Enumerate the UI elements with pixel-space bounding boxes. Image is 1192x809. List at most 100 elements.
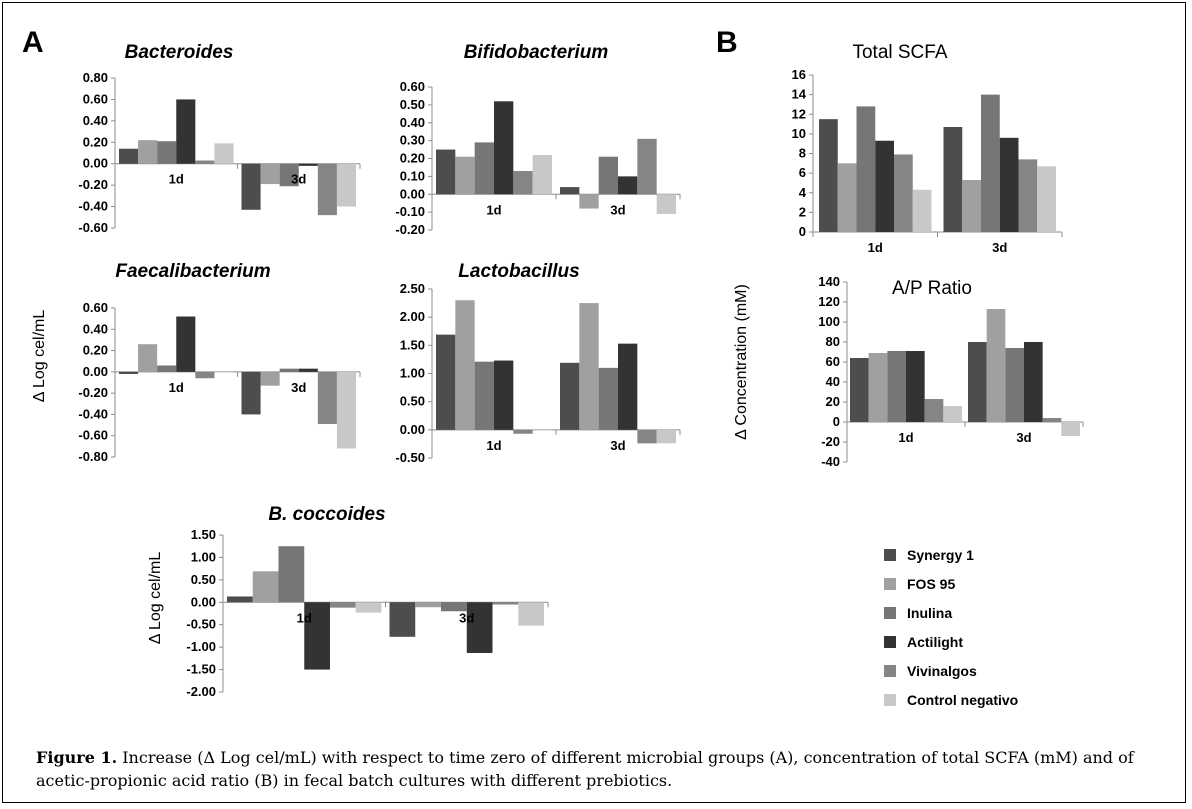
bar-control-negativo-3d: [1037, 166, 1056, 232]
bar-inulina-1d: [474, 361, 494, 430]
x-category-label: 3d: [459, 610, 474, 625]
y-tick-label: 0.60: [400, 79, 425, 94]
bar-actilight-1d: [906, 351, 925, 422]
x-category-label: 1d: [297, 610, 312, 625]
y-tick-label: 2.00: [400, 309, 425, 324]
bar-synergy-1-1d: [436, 334, 456, 430]
bar-actilight-1d: [494, 101, 514, 195]
y-tick-label: 1.50: [400, 337, 425, 352]
bar-vivinalgos-3d: [317, 371, 337, 425]
y-tick-label: 60: [826, 354, 840, 369]
y-tick-label: 0.00: [83, 156, 108, 171]
bar-control-negativo-1d: [912, 189, 932, 232]
bar-actilight-3d: [999, 137, 1019, 232]
bar-synergy-1-3d: [968, 342, 987, 422]
x-category-label: 3d: [1016, 430, 1031, 445]
y-tick-label: -20: [821, 434, 840, 449]
y-tick-label: 12: [792, 106, 806, 121]
caption-label: Figure 1.: [36, 748, 118, 767]
y-tick-label: 0.00: [191, 594, 216, 609]
bar-synergy-1-1d: [227, 596, 253, 603]
x-category-label: 3d: [610, 438, 625, 453]
x-category-label: 1d: [486, 202, 501, 217]
bar-actilight-1d: [494, 360, 514, 430]
bar-inulina-1d: [887, 351, 906, 422]
figure-caption: Figure 1. Increase (Δ Log cel/mL) with r…: [36, 746, 1156, 792]
y-tick-label: 14: [792, 87, 807, 102]
bar-control-negativo-3d: [518, 602, 544, 626]
chart-title-faecalibacterium: Faecalibacterium: [115, 261, 271, 282]
bar-synergy-1-1d: [819, 119, 838, 232]
bar-inulina-1d: [856, 106, 876, 232]
bar-fos-95-1d: [837, 163, 857, 232]
bar-synergy-1-1d: [436, 149, 456, 195]
bar-actilight-1d: [176, 316, 196, 372]
y-tick-label: 100: [818, 314, 840, 329]
bar-fos-95-3d: [260, 163, 280, 185]
bar-inulina-1d: [157, 141, 177, 164]
bar-synergy-1-3d: [241, 163, 261, 210]
y-tick-label: -0.20: [395, 222, 425, 237]
bar-inulina-3d: [598, 156, 618, 195]
bar-control-negativo-3d: [336, 371, 356, 449]
bar-control-negativo-1d: [532, 154, 552, 195]
bar-inulina-3d: [1005, 348, 1024, 422]
caption-text: Increase (Δ Log cel/mL) with respect to …: [36, 748, 1134, 790]
chart-title-bifidobacterium: Bifidobacterium: [463, 42, 609, 63]
chart-title-b-coccoides: B. coccoides: [268, 504, 386, 525]
bar-actilight-3d: [1024, 342, 1043, 422]
y-tick-label: 20: [826, 394, 840, 409]
y-tick-label: 0.40: [83, 113, 108, 128]
chart-title-ap-ratio: A/P Ratio: [892, 278, 972, 299]
bar-control-negativo-1d: [355, 602, 382, 613]
bar-synergy-1-1d: [119, 371, 139, 374]
y-tick-label: 0: [833, 414, 840, 429]
bar-fos-95-1d: [138, 344, 158, 372]
y-tick-label: 0.80: [83, 70, 108, 85]
y-tick-label: -0.60: [78, 428, 108, 443]
bar-fos-95-1d: [138, 140, 158, 164]
bar-fos-95-3d: [579, 194, 599, 209]
bar-vivinalgos-3d: [1018, 159, 1038, 232]
y-tick-label: 1.00: [191, 549, 216, 564]
legend-swatch: [884, 606, 896, 619]
chart-title-lactobacillus: Lactobacillus: [458, 261, 580, 282]
y-tick-label: -40: [821, 454, 840, 469]
y-tick-label: 0.00: [83, 364, 108, 379]
y-tick-label: 2.50: [400, 281, 425, 296]
bar-vivinalgos-3d: [317, 163, 337, 216]
bar-inulina-3d: [441, 602, 467, 612]
y-tick-label: 0.10: [400, 168, 425, 183]
legend-swatch: [884, 693, 896, 706]
legend-label: FOS 95: [907, 575, 956, 592]
y-tick-label: 0.50: [191, 572, 216, 587]
y-tick-label: 0.60: [83, 300, 108, 315]
y-tick-label: 0.60: [83, 91, 108, 106]
y-tick-label: 0.40: [83, 321, 108, 336]
legend-label: Actilight: [907, 633, 963, 650]
legend-label: Vivinalgos: [907, 662, 977, 679]
legend: Synergy 1 FOS 95 Inulina Actilight Vivin…: [884, 540, 1018, 714]
y-tick-label: -0.50: [186, 617, 216, 632]
bar-fos-95-1d: [455, 156, 475, 195]
bar-control-negativo-3d: [656, 429, 676, 444]
bar-vivinalgos-3d: [637, 429, 657, 444]
legend-item-synergy-1: Synergy 1: [884, 540, 1018, 569]
bar-inulina-1d: [157, 365, 177, 372]
panel-b-label: B: [716, 26, 738, 59]
x-category-label: 1d: [868, 240, 883, 255]
y-tick-label: 0.20: [83, 343, 108, 358]
bar-actilight-1d: [875, 140, 894, 232]
bar-fos-95-3d: [415, 602, 441, 608]
y-tick-label: 120: [818, 294, 840, 309]
chart-title-total-scfa: Total SCFA: [852, 42, 948, 63]
bar-actilight-1d: [176, 99, 196, 164]
bar-fos-95-1d: [455, 300, 475, 430]
bar-fos-95-3d: [986, 309, 1006, 422]
y-tick-label: -0.20: [78, 177, 108, 192]
y-tick-label: 0.20: [83, 134, 108, 149]
x-category-label: 1d: [898, 430, 913, 445]
y-tick-label: 0.20: [400, 151, 425, 166]
